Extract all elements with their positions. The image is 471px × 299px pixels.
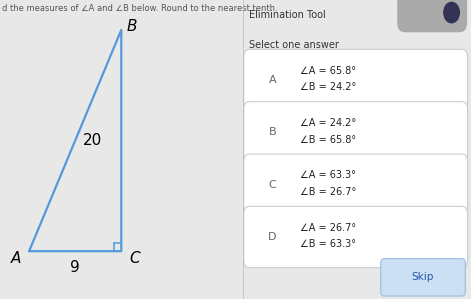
Text: ∠B = 65.8°: ∠B = 65.8°	[300, 135, 356, 144]
Text: Select one answer: Select one answer	[250, 40, 339, 50]
Text: B: B	[127, 19, 138, 34]
Text: ∠B = 26.7°: ∠B = 26.7°	[300, 187, 356, 197]
Text: ∠B = 24.2°: ∠B = 24.2°	[300, 82, 356, 92]
Text: A: A	[10, 251, 21, 266]
Text: d the measures of ∠A and ∠B below. Round to the nearest tenth.: d the measures of ∠A and ∠B below. Round…	[2, 4, 278, 13]
Circle shape	[444, 2, 459, 23]
FancyBboxPatch shape	[381, 259, 465, 296]
FancyBboxPatch shape	[397, 0, 467, 32]
Text: C: C	[130, 251, 140, 266]
Text: Skip: Skip	[412, 272, 434, 282]
Text: B: B	[268, 127, 276, 137]
Text: ∠A = 63.3°: ∠A = 63.3°	[300, 170, 356, 180]
Text: A: A	[268, 75, 276, 85]
Text: ∠B = 63.3°: ∠B = 63.3°	[300, 239, 356, 249]
FancyBboxPatch shape	[244, 49, 468, 111]
Text: ∠A = 26.7°: ∠A = 26.7°	[300, 223, 356, 233]
Text: ∠A = 65.8°: ∠A = 65.8°	[300, 66, 356, 76]
FancyBboxPatch shape	[244, 206, 468, 268]
Text: Elimination Tool: Elimination Tool	[250, 10, 326, 20]
Text: 20: 20	[82, 133, 102, 148]
Text: D: D	[268, 232, 276, 242]
Text: C: C	[268, 180, 276, 190]
Text: 9: 9	[70, 260, 80, 275]
Text: ∠A = 24.2°: ∠A = 24.2°	[300, 118, 356, 128]
FancyBboxPatch shape	[244, 154, 468, 215]
FancyBboxPatch shape	[244, 102, 468, 163]
